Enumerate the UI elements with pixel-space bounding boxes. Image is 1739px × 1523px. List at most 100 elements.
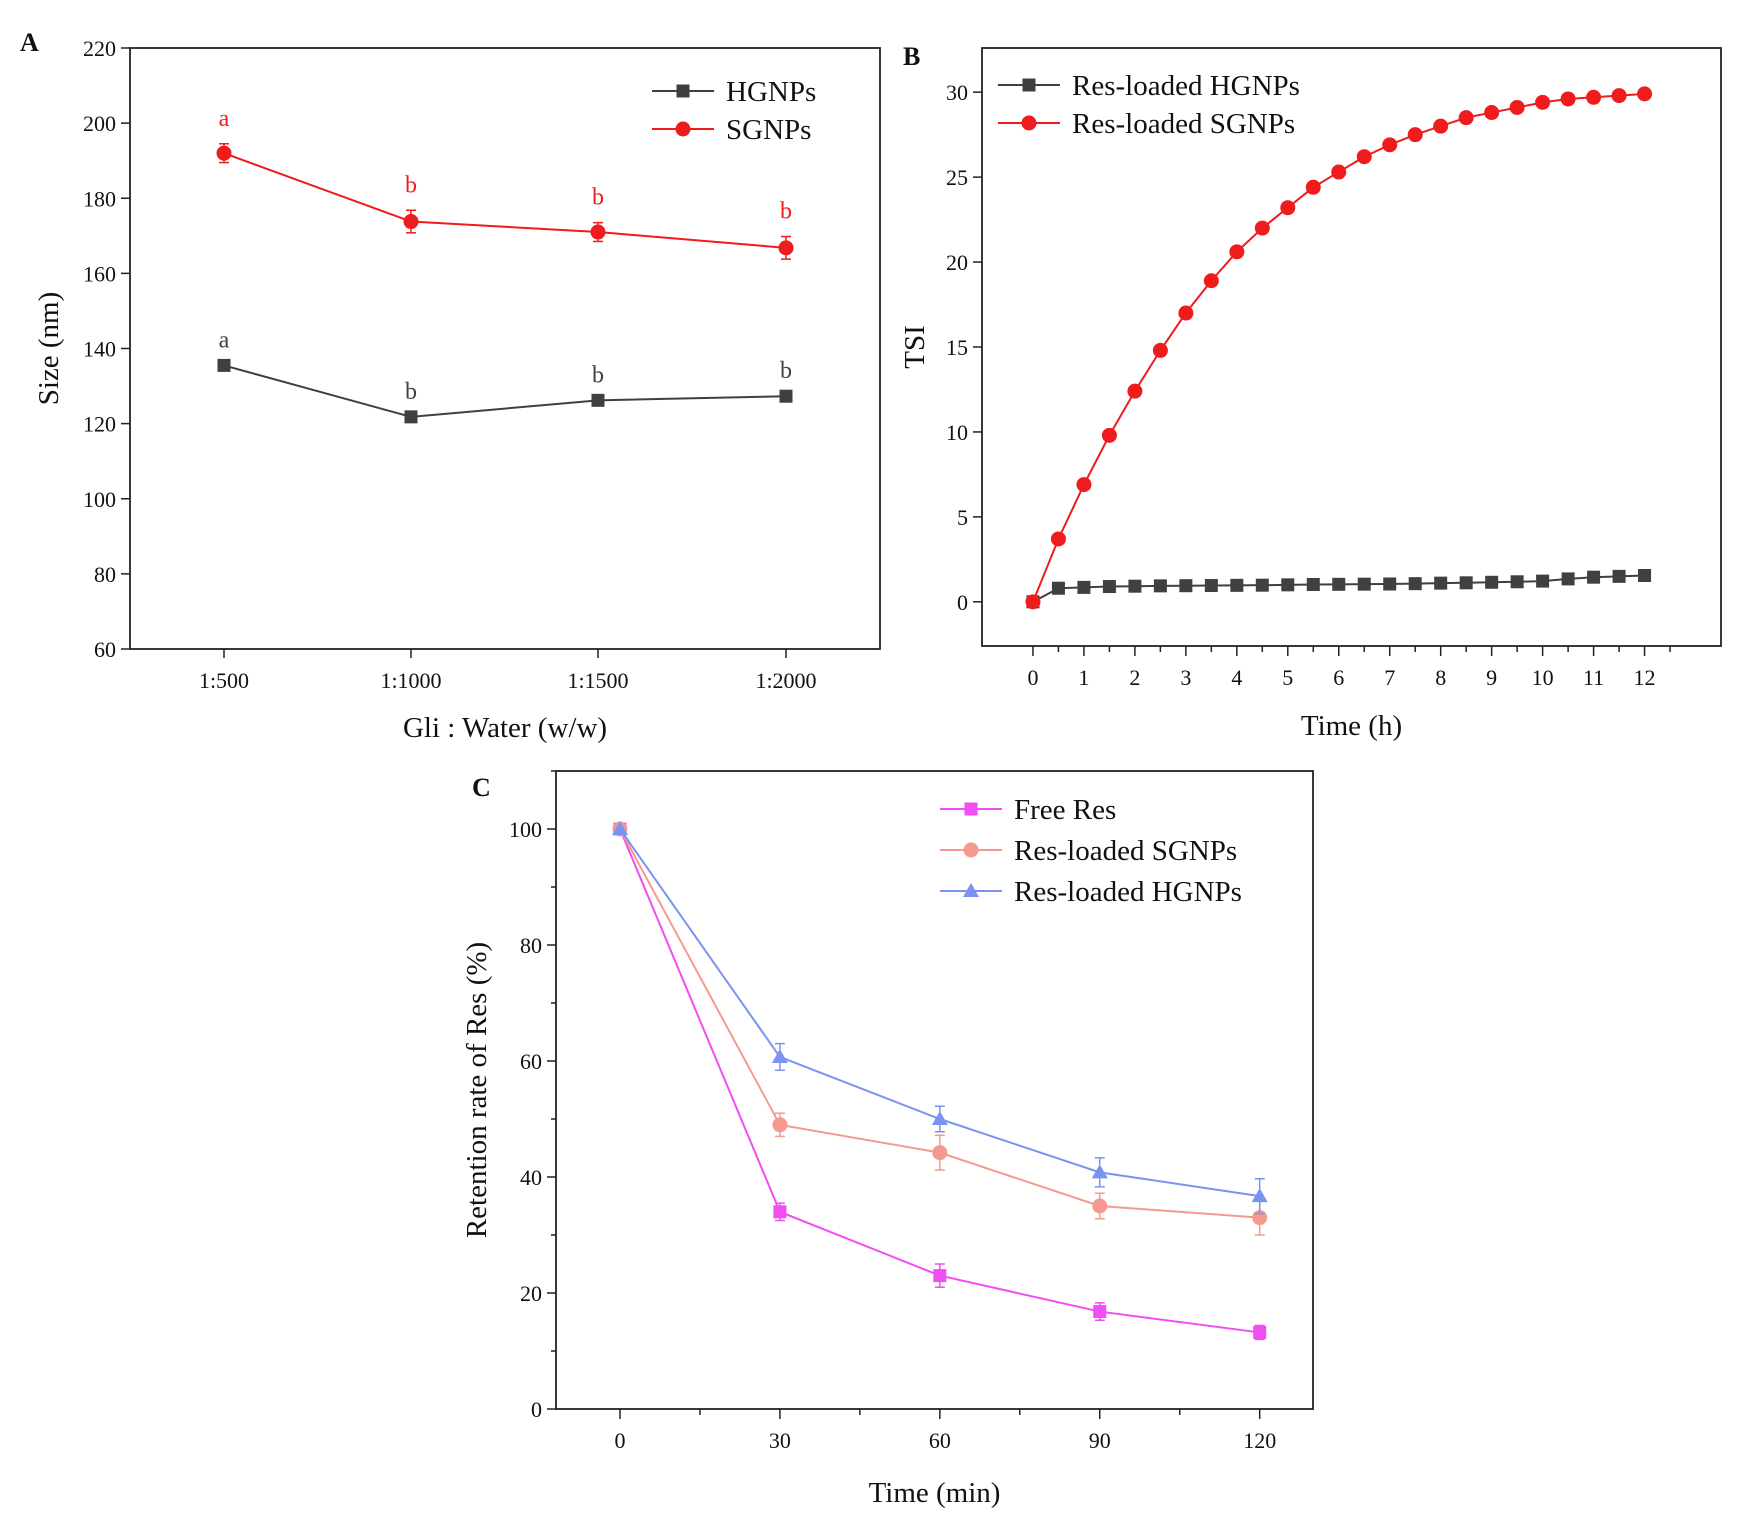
significance-label: b [405,379,417,405]
y-tick-label: 15 [946,335,968,360]
y-axis-title: TSI [899,325,931,369]
data-point [1485,575,1499,589]
legend-c-label: Free Res [1014,794,1116,826]
y-tick-label: 20 [520,1281,542,1306]
x-tick-label: 4 [1231,665,1242,690]
y-tick-label: 120 [83,412,116,437]
y-tick-label: 5 [957,505,968,530]
x-tick-label: 1 [1078,665,1089,690]
data-point [1612,569,1626,583]
data-point [1459,576,1473,590]
y-tick-label: 25 [946,165,968,190]
x-tick-label: 0 [1027,665,1038,690]
x-tick-label: 0 [614,1428,625,1453]
data-point [1093,1305,1107,1319]
data-point [779,389,793,403]
y-tick-label: 0 [531,1397,542,1422]
data-point [778,240,794,256]
data-point [1331,164,1347,180]
legend-c-label: Res-loaded HGNPs [1014,876,1242,908]
data-point [216,145,232,161]
data-point [1280,200,1296,216]
data-point [1383,577,1397,591]
legend-b-label: Res-loaded SGNPs [1072,108,1295,140]
data-point [1561,572,1575,586]
y-tick-label: 30 [946,80,968,105]
x-tick-label: 12 [1634,665,1656,690]
data-point [1306,578,1320,592]
data-point [1535,94,1551,110]
x-tick-label: 60 [929,1428,951,1453]
data-point [1611,88,1627,104]
data-point [403,214,419,230]
data-point [1204,579,1218,593]
panel-c: C 0 20 40 60 80 100 0 30 60 90 120 Time (min) Retenti… [461,770,1314,1509]
x-axis-title: Time (min) [869,1477,1001,1509]
y-axis-title: Size (nm) [33,292,65,406]
x-tick-label: 1:2000 [755,668,816,693]
y-tick-label: 80 [94,562,116,587]
data-point [217,358,231,372]
x-tick-label: 11 [1583,665,1604,690]
data-point [1179,579,1193,593]
data-point [1025,594,1041,610]
x-tick-label: 9 [1486,665,1497,690]
x-tick-label: 6 [1333,665,1344,690]
data-point [1509,99,1525,115]
panel-letter: A [20,28,39,57]
y-tick-label: 20 [946,250,968,275]
data-point [1203,273,1219,289]
data-point [1536,574,1550,588]
legend-c-marker [963,842,979,858]
data-point [1560,91,1576,107]
x-tick-label: 90 [1089,1428,1111,1453]
data-point [1586,89,1602,105]
data-point [771,1048,788,1063]
y-tick-label: 160 [83,261,116,286]
y-tick-label: 80 [520,933,542,958]
data-point [1091,1164,1108,1179]
y-tick-label: 10 [946,420,968,445]
data-point [1101,427,1117,443]
y-tick-label: 200 [83,111,116,136]
significance-label: b [592,362,604,388]
data-point [1433,118,1449,134]
data-point [1230,578,1244,592]
data-point [1253,1325,1267,1339]
data-point [1434,576,1448,590]
significance-label: a [219,106,230,132]
panel-letter: B [903,42,920,71]
legend-b-label: Res-loaded HGNPs [1072,70,1300,102]
legend-a-label: HGNPs [726,76,816,108]
data-point [1251,1188,1268,1203]
x-tick-label: 7 [1384,665,1395,690]
data-point [1128,579,1142,593]
panel-a: A 60 80 100 120 140 160 180 200 220 1:500 1:1000 1:1… [20,28,881,744]
x-tick-label: 5 [1282,665,1293,690]
y-tick-label: 0 [957,590,968,615]
y-tick-label: 100 [509,817,542,842]
data-point [1255,578,1269,592]
y-tick-label: 140 [83,337,116,362]
data-point [1281,578,1295,592]
y-tick-label: 60 [94,637,116,662]
data-point [1153,579,1167,593]
significance-label: b [592,185,604,211]
data-point [1092,1198,1108,1214]
legend-c-marker [963,883,979,897]
legend-a-marker [675,121,691,137]
data-point [932,1145,948,1161]
data-point [1076,477,1092,493]
x-axis-title: Time (h) [1301,710,1402,742]
data-point [1077,580,1091,594]
data-point [1127,383,1143,399]
legend-a-marker [676,84,690,98]
plot-c-frame [555,770,1314,1410]
data-point [1356,149,1372,165]
data-point [773,1205,787,1219]
x-tick-label: 2 [1129,665,1140,690]
data-point [1152,342,1168,358]
y-tick-label: 60 [520,1049,542,1074]
significance-label: b [780,358,792,384]
